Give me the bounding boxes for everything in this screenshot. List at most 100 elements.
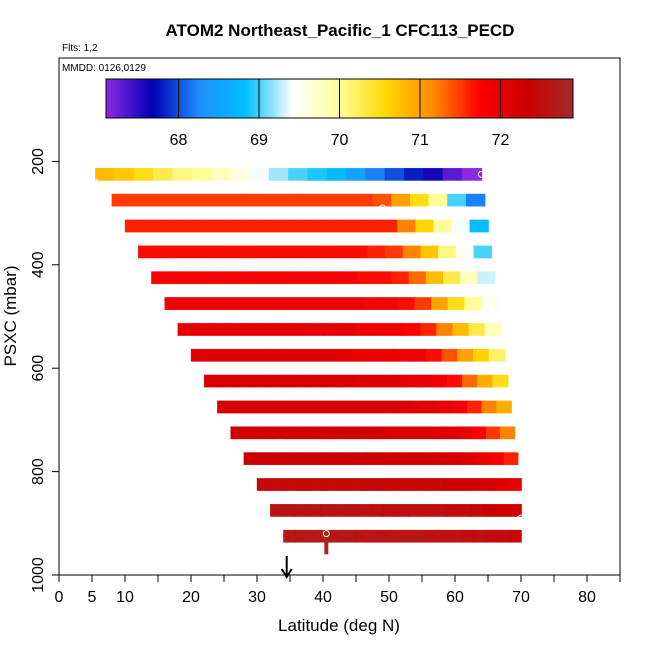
heatmap-cell	[435, 452, 450, 466]
heatmap-cell	[388, 478, 403, 491]
heatmap-cell	[428, 478, 443, 491]
heatmap-cell	[307, 504, 322, 517]
heatmap-cell	[290, 323, 308, 336]
heatmap-cell	[242, 323, 260, 336]
chart-title: ATOM2 Northeast_Pacific_1 CFC113_PECD	[166, 21, 515, 40]
heatmap-cell	[365, 167, 386, 181]
heatmap-cell	[334, 400, 351, 414]
heatmap-cell	[312, 452, 327, 466]
heatmap-cell	[219, 271, 238, 285]
heatmap-cell	[395, 504, 409, 517]
heatmap-cell	[384, 167, 405, 181]
heatmap-cell	[342, 219, 362, 233]
heatmap-cell	[500, 426, 516, 440]
heatmap-cell	[281, 297, 299, 310]
heatmap-cell	[387, 323, 405, 336]
colorbar-tick-label: 71	[411, 132, 429, 149]
heatmap-cell	[114, 167, 135, 181]
heatmap-cell	[148, 193, 169, 207]
heatmap-cell	[402, 245, 422, 259]
heatmap-cell	[477, 271, 496, 285]
heatmap-cell	[161, 219, 181, 233]
heatmap-cell	[215, 219, 235, 233]
heatmap-cell	[295, 374, 312, 388]
heatmap-cell	[473, 529, 487, 543]
heatmap-cell	[340, 374, 357, 388]
heatmap-cell	[190, 348, 208, 362]
heatmap-cell	[172, 167, 193, 181]
heatmap-cell	[464, 297, 482, 310]
heatmap-cell	[138, 245, 157, 259]
heatmap-cell	[323, 323, 341, 336]
heatmap-cell	[316, 348, 333, 362]
heatmap-cell	[490, 452, 505, 466]
heatmap-cell	[254, 271, 273, 285]
heatmap-cell	[264, 374, 281, 388]
heatmap-cell	[441, 348, 459, 362]
heatmap-cell	[155, 245, 175, 259]
heatmap-cell	[249, 167, 270, 181]
heatmap-cell	[261, 245, 281, 259]
heatmap-cell	[330, 529, 344, 543]
heatmap-cell	[414, 426, 431, 440]
heatmap-cell	[471, 426, 487, 440]
heatmap-cell	[193, 323, 211, 336]
heatmap-cell	[449, 452, 464, 466]
heatmap-cell	[476, 452, 492, 466]
heatmap-cell	[354, 529, 368, 543]
heatmap-cell	[275, 400, 292, 414]
heatmap-cell	[298, 193, 318, 207]
heatmap-cell	[339, 452, 355, 466]
heatmap-cell	[230, 426, 246, 440]
x-tick-label: 5	[88, 589, 97, 606]
heatmap-cell	[133, 167, 154, 181]
x-axis-label: Latitude (deg N)	[278, 616, 400, 635]
heatmap-cell	[371, 323, 389, 336]
heatmap-cell	[484, 323, 502, 336]
heatmap-cell	[243, 245, 263, 259]
heatmap-cell	[191, 167, 212, 181]
heatmap-cell	[237, 271, 256, 285]
colorbar-tick-label: 68	[170, 132, 188, 149]
x-tick-label: 70	[512, 589, 530, 606]
heatmap-cell	[349, 478, 364, 491]
heatmap-cell	[270, 504, 284, 517]
heatmap-cell	[296, 245, 316, 259]
heatmap-cell	[325, 374, 342, 388]
heatmap-cell	[366, 529, 380, 543]
heatmap-cell	[449, 529, 463, 543]
heatmap-cell	[353, 452, 368, 466]
heatmap-cell	[307, 529, 320, 543]
heatmap-cell	[298, 452, 314, 466]
heatmap-cell	[296, 478, 311, 491]
heatmap-cell	[237, 348, 255, 362]
heatmap-cell	[358, 426, 374, 440]
heatmap-cell	[270, 219, 290, 233]
heatmap-cell	[315, 426, 331, 440]
heatmap-cell	[497, 529, 510, 543]
heatmap-cell	[466, 400, 483, 414]
x-tick-label: 0	[55, 589, 64, 606]
heatmap-cell	[332, 504, 347, 517]
sample-marker	[477, 170, 485, 178]
heatmap-cell	[472, 348, 490, 362]
heatmap-cell	[397, 297, 416, 310]
heatmap-cell	[481, 297, 499, 310]
y-axis-label: PSXC (mbar)	[1, 265, 20, 366]
plot-frame	[58, 57, 621, 576]
heatmap-cell	[454, 478, 469, 491]
heatmap-cell	[142, 219, 163, 233]
heatmap-cell	[451, 219, 471, 233]
y-tick-label: 200	[30, 148, 47, 175]
heatmap-cell	[420, 323, 438, 336]
heatmap-cell	[445, 504, 460, 517]
heatmap-cell	[243, 452, 259, 466]
x-tick-label: 30	[248, 589, 266, 606]
heatmap-cell	[326, 167, 348, 181]
heatmap-cell	[329, 426, 345, 440]
heatmap-cell	[413, 529, 427, 543]
heatmap-cell	[385, 245, 404, 259]
colorbar-tick-label: 69	[250, 132, 268, 149]
heatmap-cell	[423, 167, 444, 181]
